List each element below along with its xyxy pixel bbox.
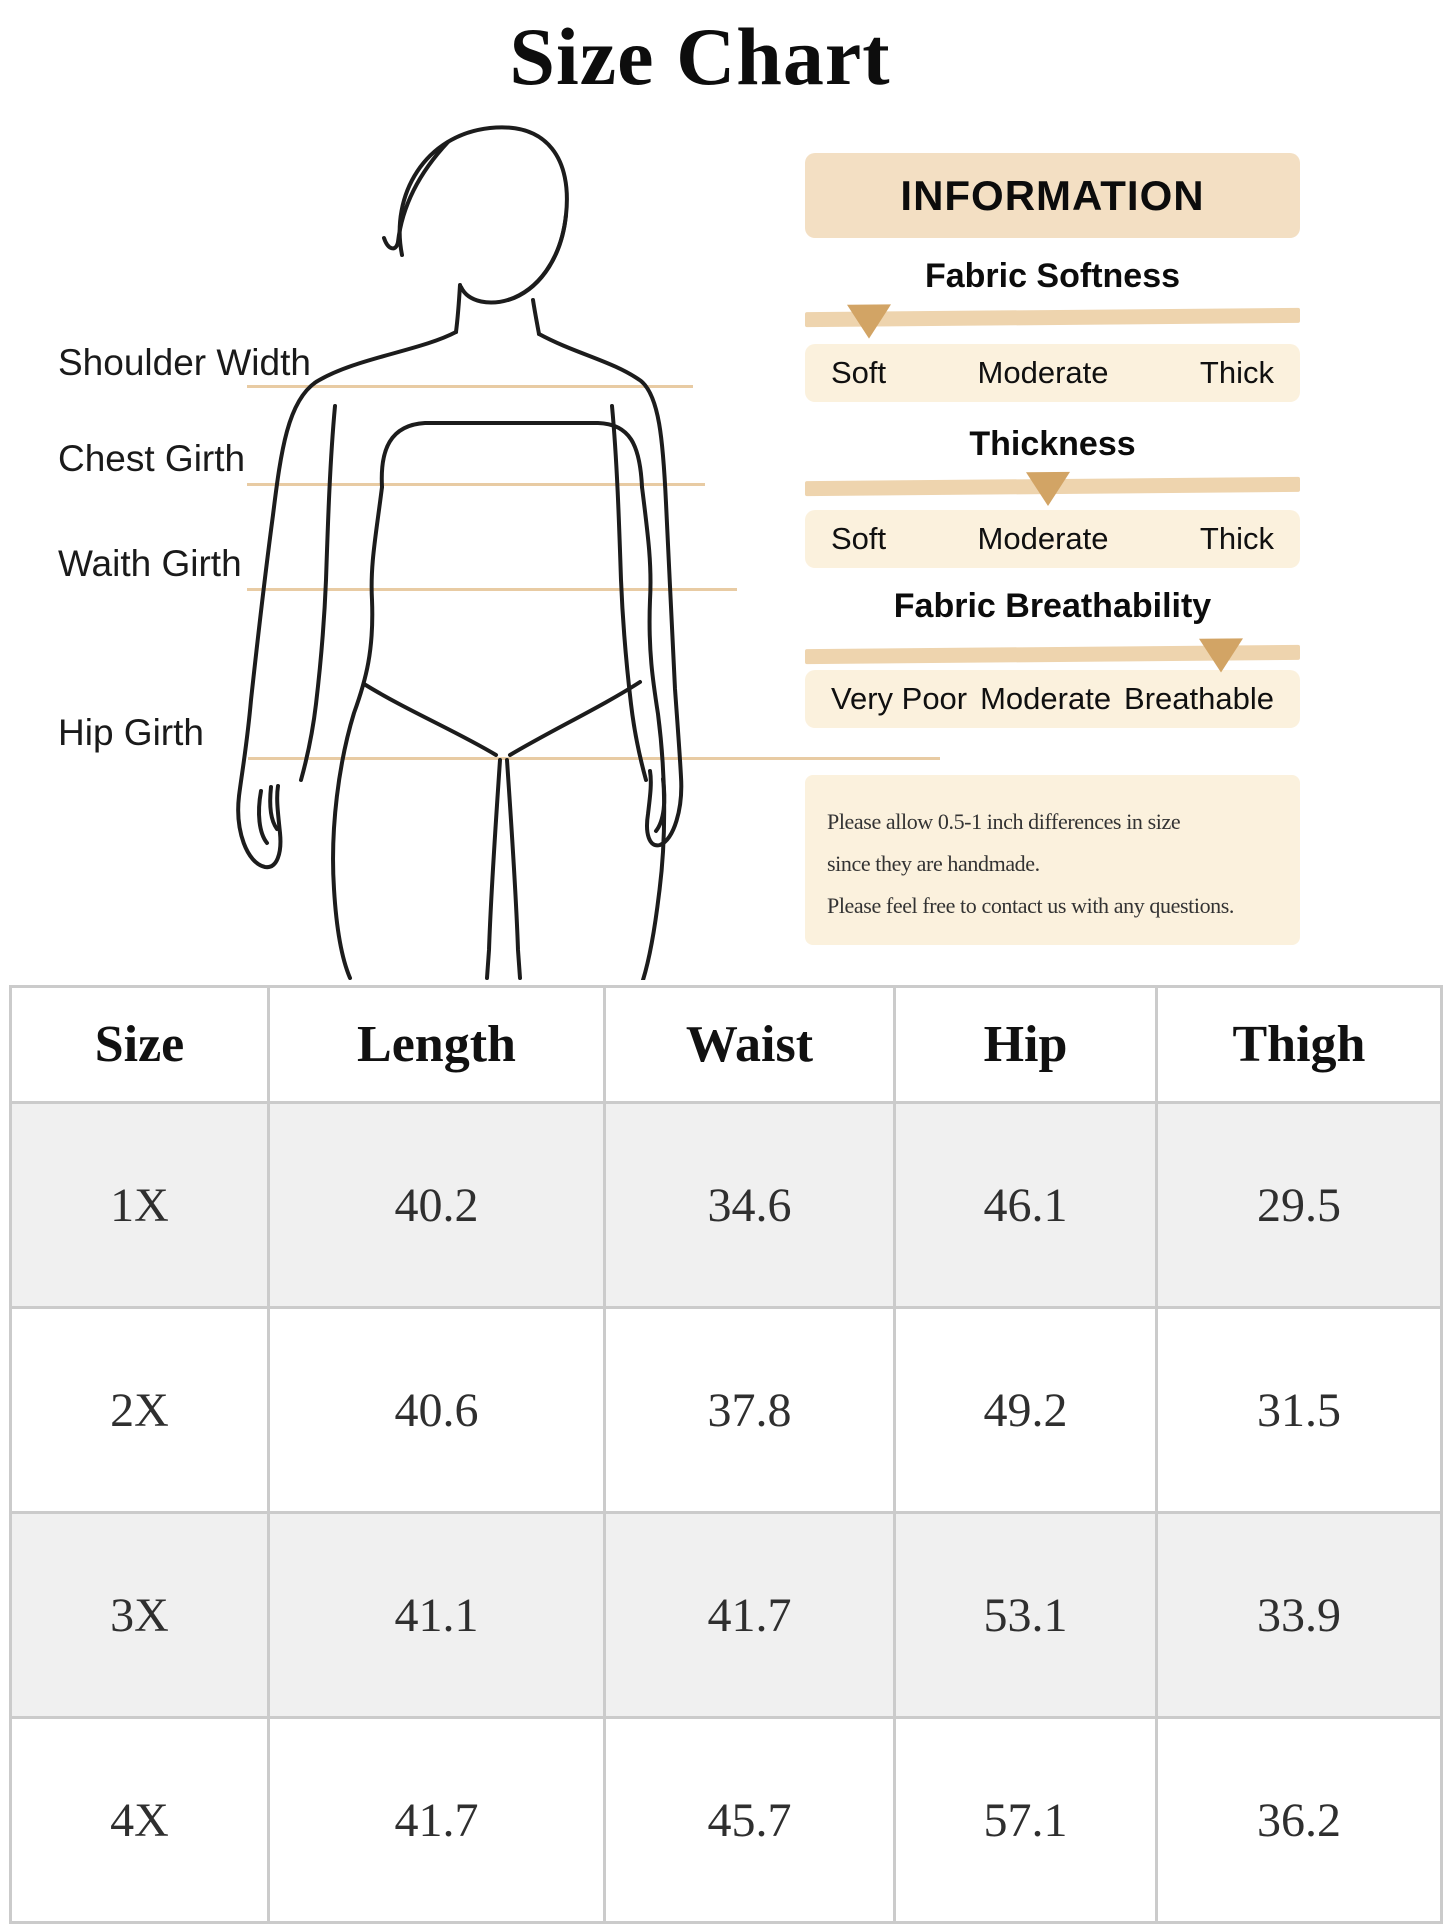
- note-line-1: Please allow 0.5-1 inch differences in s…: [827, 809, 1181, 834]
- hip-value: 46.1: [893, 1101, 1158, 1309]
- fabric-breathability-title: Fabric Breathability: [893, 587, 1212, 625]
- waist-value: 41.7: [603, 1511, 896, 1719]
- length-value: 40.6: [267, 1306, 606, 1514]
- hair-strand: [382, 140, 450, 251]
- left-hand-finger-2: [268, 785, 279, 831]
- hip-value: 49.2: [893, 1306, 1158, 1514]
- chest-measure-line: [247, 483, 705, 486]
- size-value: 4X: [9, 1716, 270, 1924]
- length-value: 41.7: [267, 1716, 606, 1924]
- breathability-level-breathable: Breathable: [1124, 681, 1274, 716]
- size-value: 1X: [9, 1101, 270, 1309]
- hip-girth-label: Hip Girth: [58, 712, 204, 753]
- neck-right: [531, 298, 541, 336]
- left-inner-arm: [299, 404, 337, 782]
- fabric-breathability-track: [805, 638, 1300, 673]
- waist-value: 37.8: [603, 1306, 896, 1514]
- table-row-3x: 3X 41.1 41.7 53.1 33.9: [9, 1511, 1443, 1719]
- right-inner-arm: [610, 404, 648, 782]
- col-header-length: Length: [267, 985, 606, 1104]
- neck-left: [454, 283, 462, 334]
- waist-measure-line: [247, 588, 737, 591]
- thickness-level-soft: Soft: [831, 521, 887, 556]
- thigh-value: 29.5: [1155, 1101, 1443, 1309]
- page-title: Size Chart: [509, 11, 891, 102]
- softness-level-thick: Thick: [1199, 355, 1274, 390]
- col-header-hip: Hip: [893, 985, 1158, 1104]
- size-table: Size Length Waist Hip Thigh 1X 40.2 34.6…: [9, 985, 1443, 1924]
- information-header: INFORMATION: [805, 153, 1300, 238]
- hip-value: 53.1: [893, 1511, 1158, 1719]
- breathability-level-moderate: Moderate: [980, 681, 1112, 716]
- shoulder-measure-line: [247, 385, 693, 388]
- waist-value: 45.7: [603, 1716, 896, 1924]
- thigh-value: 31.5: [1155, 1306, 1443, 1514]
- fabric-breathability-scale: Very Poor Moderate Breathable: [805, 670, 1300, 728]
- thigh-value: 36.2: [1155, 1716, 1443, 1924]
- table-row-1x: 1X 40.2 34.6 46.1 29.5: [9, 1101, 1443, 1309]
- size-table-container: Size Length Waist Hip Thigh 1X 40.2 34.6…: [9, 985, 1443, 1924]
- note-line-2: since they are handmade.: [827, 851, 1040, 876]
- size-value: 3X: [9, 1511, 270, 1719]
- table-row-2x: 2X 40.6 37.8 49.2 31.5: [9, 1306, 1443, 1514]
- hip-value: 57.1: [893, 1716, 1158, 1924]
- fabric-breathability-indicator-icon: [1198, 638, 1243, 673]
- length-value: 41.1: [267, 1511, 606, 1719]
- right-arm-outline: [537, 332, 684, 848]
- table-row-4x: 4X 41.7 45.7 57.1 36.2: [9, 1716, 1443, 1924]
- fabric-softness-indicator-icon: [846, 304, 891, 339]
- thickness-track: [805, 471, 1300, 507]
- thigh-value: 33.9: [1155, 1511, 1443, 1719]
- fabric-softness-title: Fabric Softness: [924, 257, 1181, 295]
- inner-leg-right: [505, 758, 522, 980]
- thickness-level-moderate: Moderate: [977, 521, 1109, 556]
- col-header-waist: Waist: [603, 985, 896, 1104]
- breathability-level-very-poor: Very Poor: [831, 681, 968, 716]
- inner-leg-left: [485, 758, 502, 980]
- bikini-line-left: [362, 682, 498, 757]
- handmade-note: Please allow 0.5-1 inch differences in s…: [805, 775, 1300, 945]
- thickness-level-thick: Thick: [1199, 521, 1274, 556]
- fabric-softness-scale: Soft Moderate Thick: [805, 344, 1300, 402]
- shoulder-width-label: Shoulder Width: [58, 342, 311, 383]
- waist-value: 34.6: [603, 1101, 896, 1309]
- col-header-size: Size: [9, 985, 270, 1104]
- body-figure-illustration: [236, 125, 684, 980]
- information-panel: INFORMATION Fabric Softness Soft Moderat…: [805, 120, 1300, 945]
- waist-girth-label: Waith Girth: [58, 543, 242, 584]
- softness-level-soft: Soft: [831, 355, 887, 390]
- right-torso-leg: [640, 485, 667, 980]
- size-value: 2X: [9, 1306, 270, 1514]
- chest-girth-label: Chest Girth: [58, 438, 246, 479]
- hip-measure-line: [248, 757, 940, 760]
- thickness-title: Thickness: [969, 425, 1136, 463]
- left-arm-outline: [236, 330, 458, 870]
- left-torso-leg: [331, 485, 384, 980]
- chest-top-outline: [379, 421, 644, 489]
- col-header-thigh: Thigh: [1155, 985, 1443, 1104]
- length-value: 40.2: [267, 1101, 606, 1309]
- face-jaw: [459, 213, 568, 305]
- left-hand-finger-1: [257, 789, 269, 845]
- size-table-header-row: Size Length Waist Hip Thigh: [9, 985, 1443, 1104]
- thickness-scale: Soft Moderate Thick: [805, 510, 1300, 568]
- fabric-softness-track: [805, 304, 1300, 339]
- note-line-3: Please feel free to contact us with any …: [827, 893, 1235, 918]
- thickness-indicator-icon: [1025, 471, 1070, 507]
- bikini-line-right: [508, 680, 642, 757]
- softness-level-moderate: Moderate: [977, 355, 1109, 390]
